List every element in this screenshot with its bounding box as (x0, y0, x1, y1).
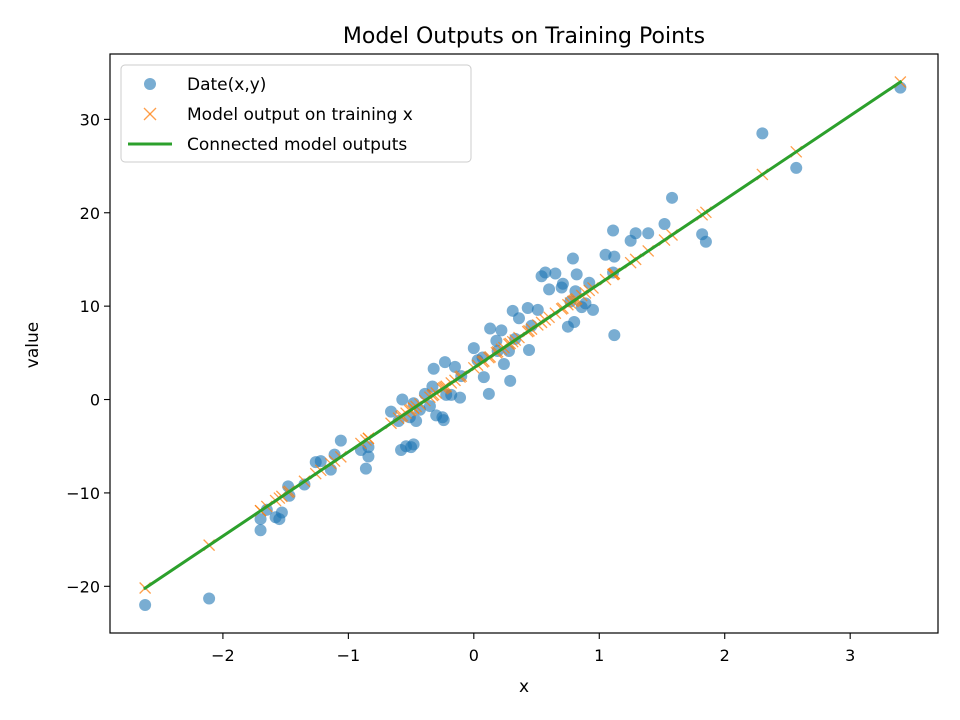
legend: Date(x,y) Model output on training x Con… (120, 64, 472, 163)
data-point (608, 250, 621, 263)
data-point (410, 415, 423, 428)
data-point (607, 224, 620, 237)
data-point (556, 277, 569, 290)
data-point (427, 362, 440, 375)
model-line (143, 79, 903, 591)
x-tick-label: 2 (720, 646, 730, 665)
data-point (484, 322, 497, 335)
data-point (549, 267, 562, 280)
data-point (203, 592, 216, 605)
y-tick-label: 0 (90, 391, 100, 410)
data-point (334, 434, 347, 447)
data-point (523, 344, 536, 357)
data-point (495, 324, 508, 337)
data-point (298, 478, 311, 491)
data-point (642, 227, 655, 240)
y-tick-label: 20 (80, 204, 100, 223)
data-point (629, 227, 642, 240)
data-point (482, 387, 495, 400)
y-tick-label: 10 (80, 297, 100, 316)
x-tick-label: −2 (211, 646, 235, 665)
data-point (385, 405, 398, 418)
x-tick-label: 3 (845, 646, 855, 665)
data-point (497, 358, 510, 371)
y-tick-label: 30 (80, 110, 100, 129)
data-point (438, 356, 451, 369)
data-point (512, 312, 525, 325)
data-point (539, 266, 552, 279)
data-point (570, 268, 583, 281)
x-tick-label: 1 (594, 646, 604, 665)
data-point (449, 360, 461, 373)
data-point (583, 276, 596, 289)
data-point (396, 393, 409, 406)
chart-title: Model Outputs on Training Points (343, 24, 705, 49)
data-point (658, 217, 671, 230)
data-point (477, 371, 490, 384)
legend-marker-data (144, 78, 156, 90)
data-point (407, 438, 420, 451)
legend-marker-model (143, 107, 157, 121)
data-point (139, 598, 152, 611)
data-point (504, 374, 517, 387)
data-point (275, 506, 288, 519)
legend-label-line: Connected model outputs (187, 135, 407, 155)
y-tick-label: −20 (66, 577, 100, 596)
y-tick-label: −10 (66, 484, 100, 503)
data-point (254, 524, 267, 537)
data-point (362, 441, 375, 454)
data-point (543, 283, 556, 296)
plot-frame (109, 53, 939, 634)
x-tick-label: 0 (469, 646, 479, 665)
plot-area (139, 76, 907, 611)
legend-label-model: Model output on training x (187, 105, 413, 125)
data-point (521, 302, 534, 315)
data-point (608, 329, 621, 342)
data-point (362, 450, 375, 463)
data-point (437, 414, 450, 427)
data-point (254, 513, 267, 526)
data-point (566, 252, 579, 265)
y-axis-label: value (23, 322, 43, 368)
data-point (699, 235, 712, 248)
data-point (587, 303, 599, 316)
data-point (790, 161, 803, 174)
data-point (467, 342, 480, 355)
data-point (314, 455, 327, 468)
data-point (568, 316, 581, 329)
data-point (666, 191, 679, 204)
x-tick-label: −1 (337, 646, 361, 665)
data-point (756, 127, 769, 140)
legend-label-data: Date(x,y) (187, 75, 266, 95)
data-point (426, 380, 439, 393)
data-point (531, 303, 544, 316)
x-axis-label: x (519, 677, 529, 697)
data-point (454, 391, 467, 404)
legend-box (120, 64, 472, 163)
data-point (359, 462, 372, 475)
